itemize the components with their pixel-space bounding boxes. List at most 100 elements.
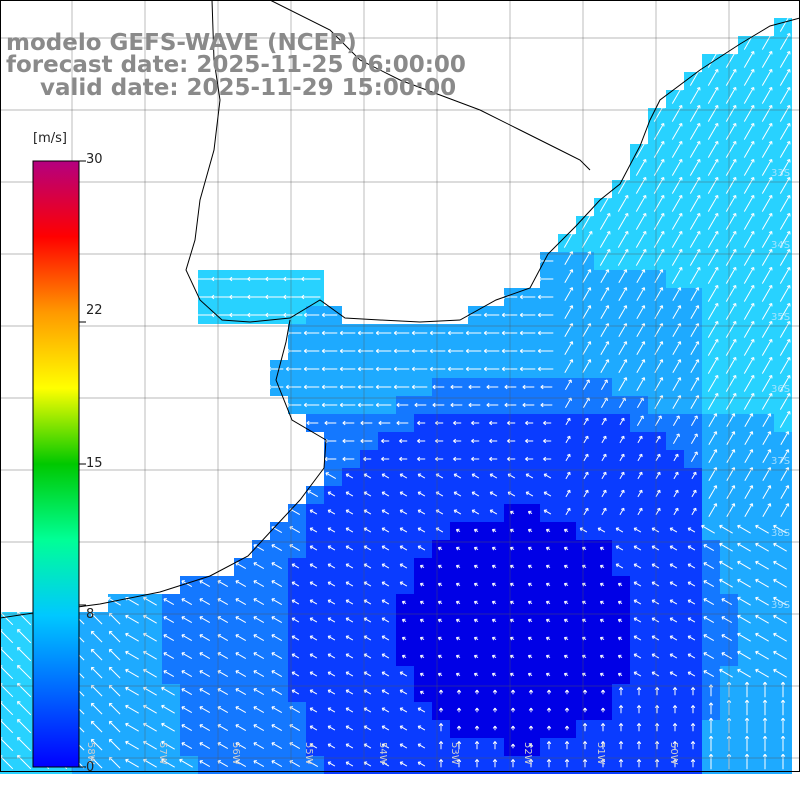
wind-arrow (199, 670, 211, 678)
wind-arrow (309, 545, 318, 551)
wind-arrow (654, 415, 662, 427)
wind-arrow (619, 417, 625, 426)
wind-arrow (755, 578, 769, 588)
wind-arrow (327, 743, 336, 749)
wind-arrow (363, 707, 372, 713)
wind-arrow (519, 312, 536, 318)
wind-arrow (17, 629, 32, 644)
wind-arrow (327, 491, 336, 497)
wind-arrow (489, 509, 498, 515)
wind-arrow (483, 366, 500, 372)
wind-arrow (483, 348, 500, 354)
wind-arrow (671, 230, 683, 248)
wind-arrow (671, 140, 683, 158)
lat-label: 39S (771, 600, 790, 611)
lon-label: 54W (377, 742, 388, 765)
wind-arrow (761, 248, 773, 266)
wind-arrow (309, 581, 318, 587)
wind-arrow (345, 473, 354, 479)
wind-arrow (725, 104, 737, 122)
wind-arrow (617, 618, 623, 623)
wind-arrow (761, 86, 773, 104)
wind-arrow (636, 705, 642, 714)
wind-arrow (291, 689, 300, 695)
wind-arrow (615, 527, 624, 533)
wind-arrow (599, 582, 605, 587)
wind-arrow (617, 176, 629, 194)
wind-arrow (537, 312, 554, 318)
wind-arrow (690, 287, 700, 301)
wind-arrow (17, 665, 32, 680)
wind-arrow (721, 616, 733, 624)
wind-arrow (719, 668, 733, 678)
wind-arrow (519, 294, 536, 300)
wind-arrow (708, 449, 718, 463)
wind-arrow (599, 672, 605, 677)
wind-arrow (617, 672, 623, 677)
wind-arrow (721, 652, 733, 660)
wind-arrow (327, 725, 336, 731)
wind-arrow (285, 366, 302, 372)
wind-arrow (429, 330, 446, 336)
wind-arrow (672, 377, 682, 391)
wind-arrow (253, 580, 265, 588)
wind-arrow (703, 634, 715, 642)
wind-arrow (737, 614, 751, 624)
wind-arrow (617, 230, 629, 248)
wind-arrow (743, 158, 755, 176)
wind-arrow (779, 50, 791, 68)
wind-arrow (489, 491, 498, 497)
wind-arrow (321, 312, 338, 318)
wind-arrow (703, 598, 715, 606)
wind-arrow (199, 634, 211, 642)
wind-arrow (283, 276, 303, 282)
wind-arrow (761, 302, 773, 320)
wind-arrow (492, 741, 498, 750)
wind-arrow (491, 636, 497, 641)
wind-arrow (761, 392, 773, 410)
wind-arrow (672, 415, 680, 427)
wind-arrow (617, 582, 623, 587)
wind-arrow (283, 294, 303, 300)
wind-arrow (651, 671, 660, 677)
wind-arrow (546, 741, 552, 750)
wind-arrow (253, 760, 265, 768)
wind-arrow (483, 330, 500, 336)
wind-arrow (291, 563, 300, 569)
wind-arrow (540, 402, 553, 408)
wind-arrow (582, 723, 588, 732)
wind-arrow (417, 473, 426, 479)
wind-arrow (90, 648, 103, 661)
wind-arrow (417, 420, 426, 426)
wind-arrow (582, 287, 592, 301)
wind-arrow (509, 528, 515, 533)
wind-arrow (669, 563, 678, 569)
wind-arrow (399, 725, 408, 731)
wind-arrow (303, 312, 320, 318)
wind-arrow (271, 616, 283, 624)
wind-arrow (651, 527, 660, 533)
wind-arrow (491, 582, 497, 587)
wind-arrow (633, 545, 642, 551)
wind-arrow (708, 717, 714, 734)
wind-arrow (360, 438, 373, 444)
wind-arrow (181, 634, 193, 642)
wind-arrow (473, 618, 479, 623)
wind-arrow (635, 248, 647, 266)
wind-arrow (309, 509, 318, 515)
wind-arrow (762, 753, 768, 770)
wind-arrow (291, 671, 300, 677)
wind-arrow (345, 653, 354, 659)
wind-arrow (773, 668, 787, 678)
wind-arrow (636, 377, 646, 391)
wind-arrow (707, 140, 719, 158)
uruguay-north-border (269, 0, 591, 171)
wind-arrow (399, 438, 408, 444)
wind-arrow (546, 725, 552, 731)
wind-arrow (417, 491, 426, 497)
wind-arrow (762, 431, 772, 445)
wind-arrow (543, 509, 552, 515)
wind-arrow (438, 723, 444, 732)
wind-arrow (637, 435, 643, 444)
